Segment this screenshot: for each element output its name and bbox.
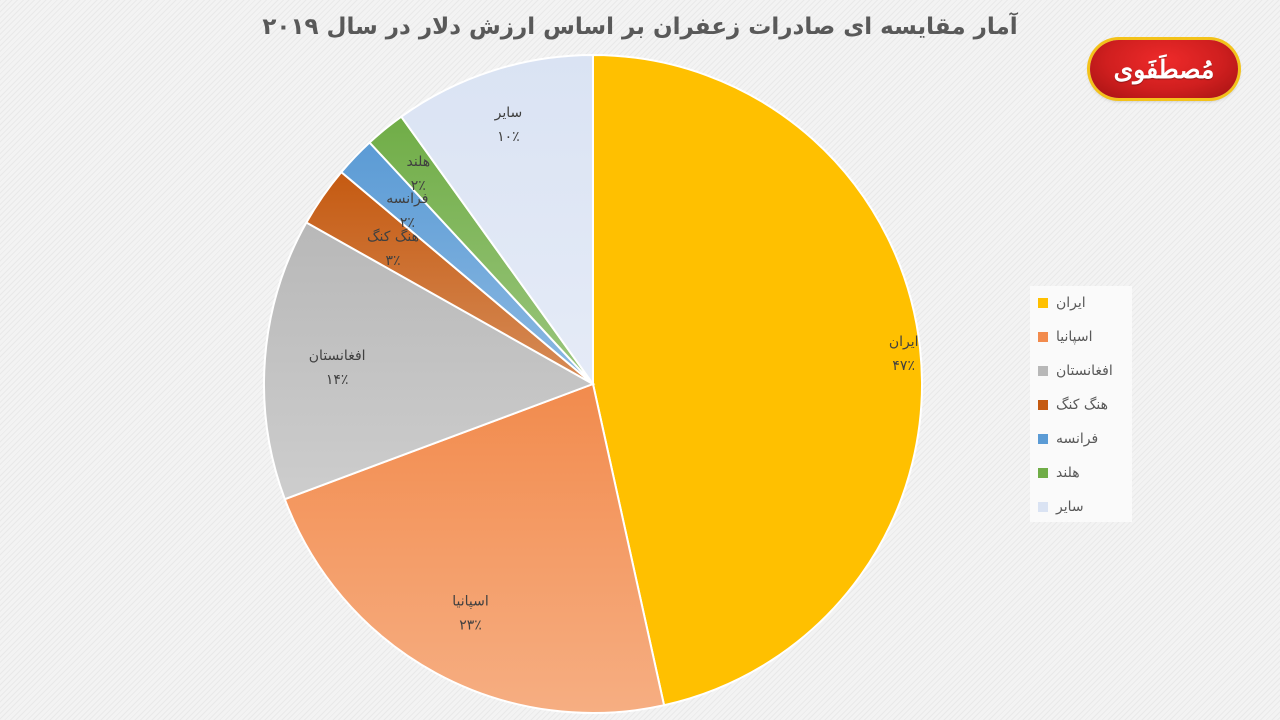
legend-item-7: سایر <box>1038 499 1084 515</box>
chart-legend: ایران اسپانیا افغانستان هنگ کنگ فرانسه هلند سا… <box>1030 286 1132 522</box>
brand-logo: مُصطَفَوی <box>1090 40 1238 98</box>
legend-label: هلند <box>1056 465 1080 481</box>
slice-category-label-1: ایران <box>889 334 919 350</box>
slice-category-label-6: هلند <box>407 154 431 170</box>
slice-value-label-4: ۳٪ <box>385 253 400 269</box>
slice-category-label-4: هنگ کنگ <box>367 228 419 245</box>
legend-item-1: ایران <box>1038 295 1086 311</box>
slice-category-label-7: سایر <box>494 105 523 121</box>
legend-swatch <box>1038 298 1048 308</box>
legend-item-3: افغانستان <box>1038 363 1113 379</box>
slice-category-label-5: فرانسه <box>386 191 428 207</box>
pie-slice-1 <box>592 53 923 707</box>
legend-swatch <box>1038 400 1048 410</box>
legend-label: سایر <box>1056 499 1084 515</box>
legend-swatch <box>1038 332 1048 342</box>
chart-title: آمار مقایسه ای صادرات زعفران بر اساس ارز… <box>262 14 1018 40</box>
slice-value-label-2: ۲۳٪ <box>459 617 482 633</box>
slice-value-label-7: ۱۰٪ <box>497 129 520 145</box>
pie-slice-2 <box>283 382 666 714</box>
legend-item-6: هلند <box>1038 465 1080 481</box>
legend-label: اسپانیا <box>1056 329 1093 345</box>
legend-label: فرانسه <box>1056 431 1099 447</box>
slice-value-label-3: ۱۴٪ <box>326 372 349 388</box>
slice-value-label-6: ۲٪ <box>411 178 426 194</box>
legend-swatch <box>1038 366 1048 376</box>
pie-slice-7 <box>399 53 594 388</box>
legend-swatch <box>1038 468 1048 478</box>
legend-item-5: فرانسه <box>1038 431 1098 447</box>
slice-category-label-2: اسپانیا <box>452 593 489 609</box>
slice-category-label-3: افغانستان <box>309 348 366 364</box>
brand-logo-text: مُصطَفَوی <box>1113 54 1215 84</box>
legend-label: ایران <box>1056 295 1086 311</box>
legend-item-2: اسپانیا <box>1038 329 1093 345</box>
legend-swatch <box>1038 502 1048 512</box>
slice-value-label-5: ۲٪ <box>400 215 415 231</box>
legend-item-4: هنگ کنگ <box>1038 397 1108 413</box>
slice-value-label-1: ۴۷٪ <box>892 358 915 374</box>
pie-slice-3 <box>263 221 596 501</box>
legend-swatch <box>1038 434 1048 444</box>
legend-label: هنگ کنگ <box>1056 397 1109 413</box>
legend-label: افغانستان <box>1056 363 1113 379</box>
